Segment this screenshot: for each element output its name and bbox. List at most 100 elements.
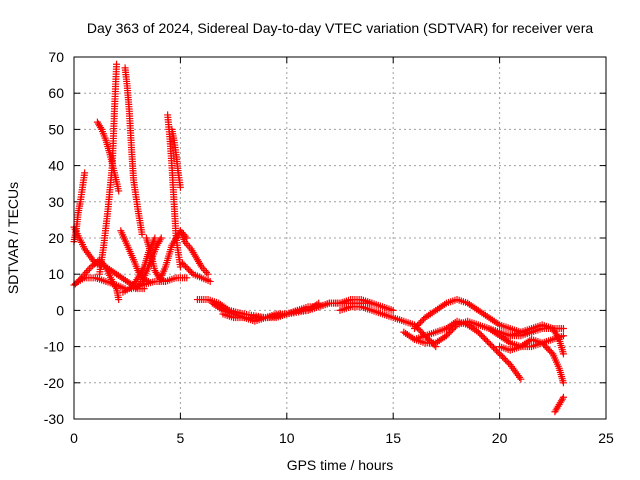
y-tick-label: 20 [48,230,64,246]
data-points [70,60,567,416]
data-point [517,375,525,383]
data-point [448,326,456,334]
y-tick-label: 30 [48,194,64,210]
series-track-17 [179,259,214,285]
data-point [485,339,493,347]
data-point [482,336,490,344]
data-point [479,333,487,341]
data-point [185,266,193,274]
y-tick-label: 60 [48,85,64,101]
data-point [445,329,453,337]
x-tick-label: 25 [598,430,614,446]
y-tick-label: -10 [44,339,64,355]
data-point [204,270,212,278]
data-point [480,334,488,342]
data-point [417,318,425,326]
data-point [81,169,89,177]
series-track-27 [506,321,567,358]
series-track-20 [219,296,397,325]
data-point [176,183,184,191]
x-tick-label: 10 [279,430,295,446]
data-point [418,329,426,337]
series-track-6 [96,60,121,278]
series-track-23 [410,317,525,383]
y-tick-label: -20 [44,375,64,391]
data-point [151,234,159,242]
data-point [494,348,502,356]
data-point [486,341,494,349]
data-point [543,344,551,352]
data-point [544,345,552,353]
data-point [113,60,121,68]
data-point [115,296,123,304]
data-point [186,267,194,275]
y-axis: -30 -20 -10 0 10 20 30 40 50 60 70 [44,49,606,427]
data-point [179,259,187,267]
data-point [559,325,567,332]
data-point [412,323,420,331]
data-point [559,379,567,387]
data-point [497,351,505,359]
data-point [184,241,192,249]
data-point [452,322,460,330]
x-tick-label: 5 [177,430,185,446]
data-point [138,230,146,238]
series-track-26 [485,325,567,351]
x-axis-label: GPS time / hours [287,457,394,473]
data-point [559,332,567,340]
chart-title: Day 363 of 2024, Sidereal Day-to-day VTE… [87,20,593,36]
data-point [410,325,418,332]
plot-frame [73,56,607,420]
y-tick-label: 50 [48,121,64,137]
data-point [546,347,554,355]
data-point [490,344,498,352]
y-tick-label: -30 [44,411,64,427]
data-point [444,330,452,338]
data-point [499,353,507,361]
data-point [157,234,165,242]
data-point [115,187,123,195]
series-track-16 [176,227,212,278]
data-point [503,358,511,366]
data-point [474,328,482,336]
data-point [488,342,496,350]
data-point [180,261,188,269]
x-tick-label: 15 [385,430,401,446]
data-point [424,335,432,343]
data-point [73,279,81,287]
data-point [414,321,422,329]
data-point [206,277,214,285]
y-tick-label: 10 [48,266,64,282]
data-point [502,356,510,364]
data-point [491,345,499,353]
x-tick-label: 0 [70,430,78,446]
series-track-8 [117,227,152,285]
data-point [188,269,196,277]
data-point [415,320,423,328]
data-point [483,337,491,345]
data-point [202,268,210,276]
data-point [389,306,397,314]
x-tick-label: 20 [492,430,508,446]
series-track-7 [121,64,146,238]
data-point [450,324,458,332]
data-point [183,274,191,282]
data-point [547,348,555,356]
y-tick-label: 40 [48,158,64,174]
data-point [476,330,484,338]
series-track-14 [168,125,184,191]
data-point [447,327,455,335]
data-point [417,327,425,335]
data-point [201,267,209,275]
data-point [477,331,485,339]
data-point [493,347,501,355]
y-axis-label: SDTVAR / TECUs [5,182,21,294]
data-point [182,262,190,270]
data-point [559,393,567,401]
data-point [442,332,450,340]
data-point [500,354,508,362]
y-tick-label: 70 [48,49,64,65]
data-point [418,317,426,325]
data-point [496,350,504,358]
